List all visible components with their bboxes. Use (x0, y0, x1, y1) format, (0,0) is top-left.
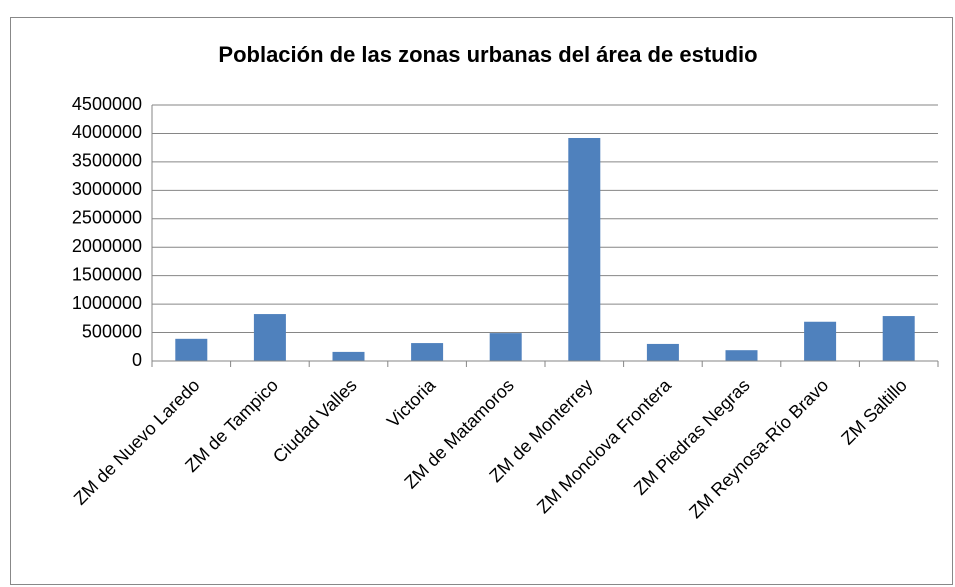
y-tick-label: 4000000 (72, 122, 142, 142)
y-tick-label: 3000000 (72, 179, 142, 199)
bar (253, 314, 286, 361)
bar (646, 343, 679, 361)
bar (332, 351, 365, 361)
bar (411, 343, 444, 361)
chart-title: Población de las zonas urbanas del área … (218, 42, 757, 67)
y-tick-label: 2000000 (72, 236, 142, 256)
bar (804, 321, 837, 361)
bar (175, 338, 208, 361)
bar (882, 316, 915, 361)
y-tick-label: 3500000 (72, 151, 142, 171)
y-tick-label: 0 (132, 350, 142, 370)
y-tick-label: 2500000 (72, 208, 142, 228)
bar (725, 350, 758, 361)
y-tick-label: 1500000 (72, 264, 142, 284)
bar (489, 333, 522, 361)
y-tick-label: 4500000 (72, 94, 142, 114)
bar (568, 137, 601, 361)
chart-border (10, 17, 953, 585)
y-tick-label: 500000 (82, 321, 142, 341)
y-tick-label: 1000000 (72, 293, 142, 313)
